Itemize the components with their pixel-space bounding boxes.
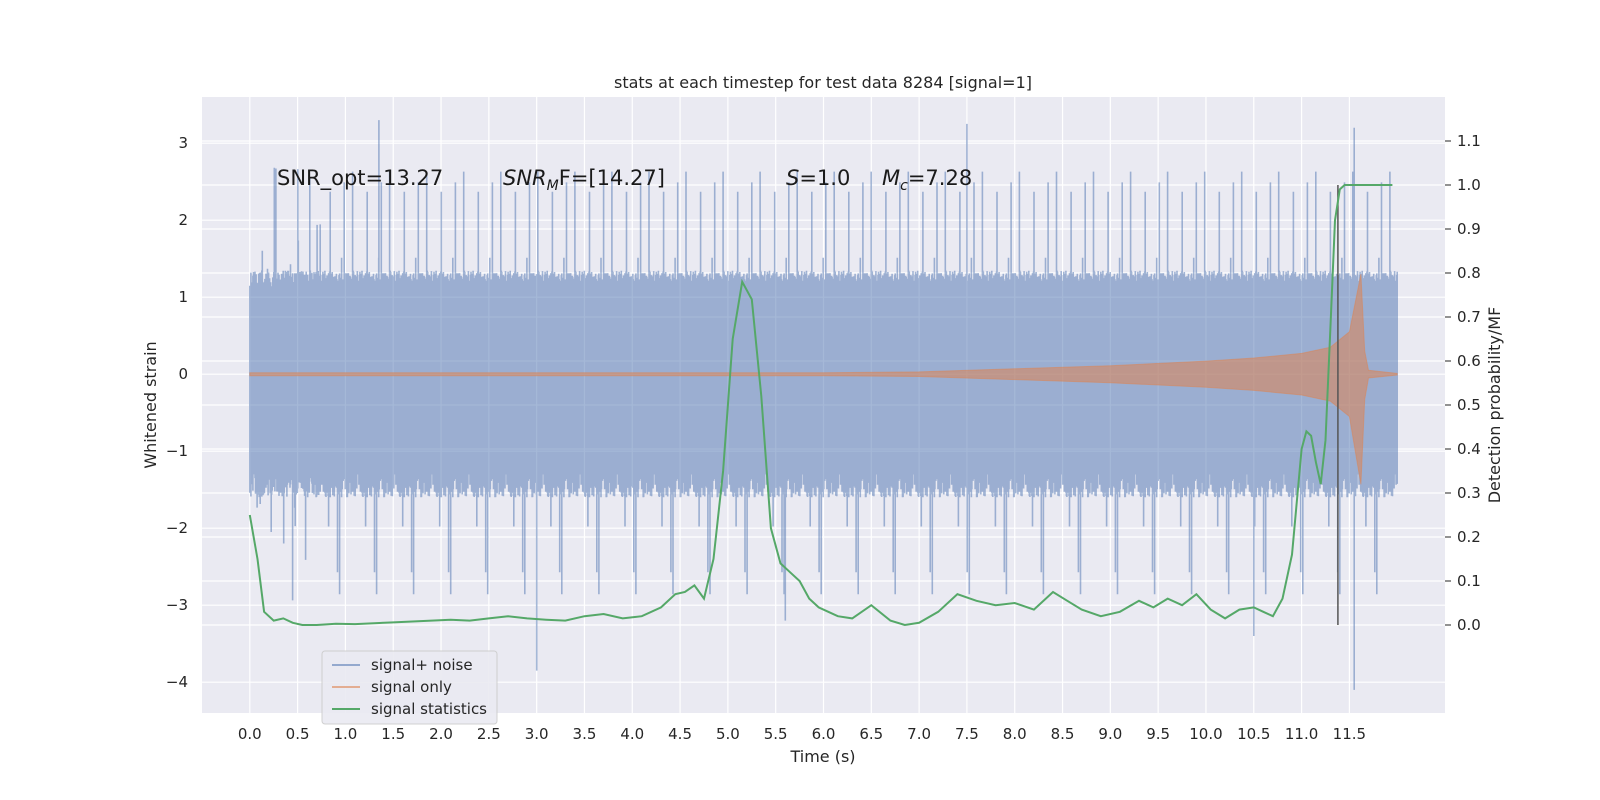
annotation-s: S=1.0 [786,166,850,190]
y-right-tick-label: 0.9 [1457,220,1481,238]
series-signal-only [249,274,1398,485]
snr-mf-rest: F=[14.27] [559,166,665,190]
x-tick-label: 1.0 [333,725,357,743]
y-right-tick-label: 0.1 [1457,572,1481,590]
x-tick-label: 3.0 [525,725,549,743]
y-right-tick-label: 0.4 [1457,440,1481,458]
y-right-tick-labels: 1.1 1.0 0.9 0.8 0.7 0.6 0.5 0.4 0.3 0.2 0.1 0.0 [1445,132,1481,634]
y-left-tick-label: −3 [166,596,188,614]
y-left-tick-label: 0 [178,365,188,383]
x-tick-label: 11.0 [1285,725,1318,743]
x-tick-label: 6.5 [859,725,883,743]
snr-mf-base: SNR [503,166,547,190]
mc-sym: M [882,166,900,190]
x-tick-label: 5.0 [716,725,740,743]
y-right-tick-label: 0.5 [1457,396,1481,414]
y-right-tick-label: 0.2 [1457,528,1481,546]
legend-label-noise: signal+ noise [371,656,473,674]
x-tick-label: 11.5 [1333,725,1366,743]
series-signal-statistics [248,184,1393,627]
x-tick-label: 4.0 [620,725,644,743]
legend-label-stats: signal statistics [371,700,487,718]
y-right-tick-label: 0.8 [1457,264,1481,282]
y-right-tick-label: 0.7 [1457,308,1481,326]
x-tick-label: 2.5 [477,725,501,743]
y-left-tick-label: 2 [178,211,188,229]
y-left-tick-label: −1 [166,442,188,460]
y-right-tick-label: 0.6 [1457,352,1481,370]
y-right-tick-label: 1.1 [1457,132,1481,150]
y-right-axis-label: Detection probability/MF [1485,307,1504,504]
x-tick-label: 5.5 [764,725,788,743]
legend: signal+ noise signal only signal statist… [321,650,498,725]
x-tick-label: 2.0 [429,725,453,743]
annotation-snr-mf: SNRMF=[14.27] [503,166,665,194]
x-tick-label: 7.5 [955,725,979,743]
x-tick-label: 6.0 [812,725,836,743]
x-tick-labels: 0.0 0.5 1.0 1.5 2.0 2.5 3.0 3.5 4.0 4.5 5.0 5.5 6.0 6… [238,725,1366,743]
x-tick-label: 7.0 [907,725,931,743]
y-right-tick-label: 1.0 [1457,176,1481,194]
y-right-tick-label: 0.3 [1457,484,1481,502]
y-left-tick-label: 1 [178,288,188,306]
annotation-snr-opt: SNR_opt=13.27 [277,166,443,191]
x-tick-label: 8.0 [1003,725,1027,743]
signal-envelope [249,274,1398,485]
y-left-tick-label: −2 [166,519,188,537]
x-tick-label: 8.5 [1051,725,1075,743]
x-tick-label: 3.5 [573,725,597,743]
s-val: =1.0 [799,166,850,190]
y-right-tick-label: 0.0 [1457,616,1481,634]
x-axis-label: Time (s) [789,747,855,766]
chart-title: stats at each timestep for test data 828… [614,73,1032,92]
x-tick-label: 0.5 [286,725,310,743]
y-left-axis-label: Whitened strain [141,341,160,468]
x-tick-label: 1.5 [381,725,405,743]
snr-mf-sub: M [547,178,559,194]
y-left-tick-label: 3 [178,134,188,152]
y-left-tick-label: −4 [166,673,188,691]
legend-label-signal: signal only [371,678,452,696]
legend-box [321,650,498,725]
mc-sub: c [900,178,908,194]
annotations: SNR_opt=13.27 SNRMF=[14.27] S=1.0 Mc=7.2… [277,166,972,194]
x-tick-label: 4.5 [668,725,692,743]
x-tick-label: 10.0 [1189,725,1222,743]
x-tick-label: 9.5 [1146,725,1170,743]
x-tick-label: 9.0 [1098,725,1122,743]
annotation-mc: Mc=7.28 [882,166,972,194]
mc-val: =7.28 [908,166,972,190]
x-tick-label: 10.5 [1237,725,1270,743]
x-tick-label: 0.0 [238,725,262,743]
stats-line [248,184,1393,627]
y-left-tick-labels: 3 2 1 0 −1 −2 −3 −4 [166,134,188,691]
s-sym: S [786,166,799,190]
